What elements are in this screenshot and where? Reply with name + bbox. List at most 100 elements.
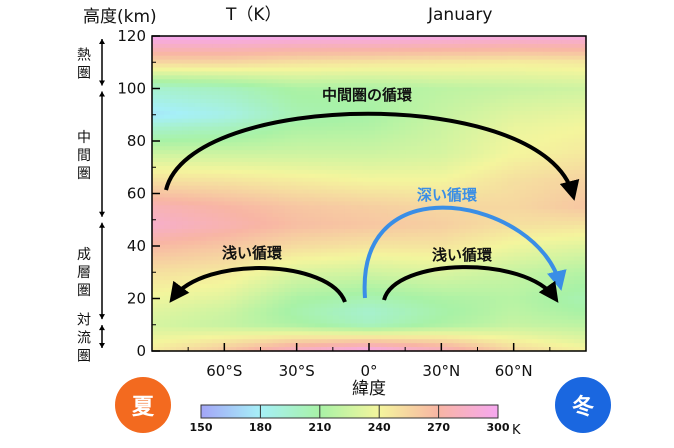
heatmap-cell [278, 221, 286, 226]
heatmap-cell [212, 315, 219, 321]
heatmap-cell [188, 244, 195, 250]
heatmap-cell [320, 264, 328, 269]
heatmap-cell [242, 47, 250, 53]
heatmap-cell [447, 75, 454, 80]
heatmap-cell [417, 248, 424, 254]
heatmap-cell [212, 197, 219, 202]
heatmap-cell [465, 173, 473, 179]
heatmap-cell [423, 327, 430, 332]
heatmap-cell [278, 252, 286, 258]
heatmap-cell [447, 307, 454, 313]
heatmap-cell [248, 185, 256, 191]
heatmap-cell [417, 91, 424, 96]
heatmap-cell [362, 83, 370, 88]
heatmap-cell [483, 248, 491, 254]
heatmap-cell [417, 130, 424, 136]
heatmap-cell [350, 288, 358, 293]
heatmap-cell [435, 228, 442, 234]
heatmap-cell [152, 71, 159, 76]
heatmap-cell [501, 154, 509, 159]
heatmap-cell [447, 63, 454, 69]
heatmap-cell [182, 79, 189, 84]
heatmap-cell [423, 126, 430, 132]
heatmap-cell [375, 240, 382, 246]
heatmap-cell [302, 236, 310, 242]
heatmap-cell [302, 303, 310, 309]
heatmap-cell [236, 323, 244, 328]
heatmap-cell [284, 126, 292, 132]
heatmap-cell [405, 181, 412, 187]
heatmap-cell [429, 75, 436, 80]
heatmap-cell [248, 63, 256, 69]
heatmap-cell [272, 303, 280, 309]
heatmap-cell [356, 205, 364, 210]
heatmap-cell [435, 280, 442, 285]
heatmap-cell [399, 335, 406, 340]
heatmap-cell [344, 343, 352, 348]
heatmap-cell [501, 339, 509, 344]
heatmap-cell [158, 177, 165, 183]
heatmap-cell [278, 39, 286, 45]
heatmap-cell [182, 221, 189, 226]
heatmap-cell [242, 173, 250, 179]
heatmap-cell [218, 228, 225, 234]
heatmap-cell [260, 83, 268, 88]
heatmap-cell [290, 197, 298, 202]
heatmap-cell [429, 315, 436, 321]
heatmap-cell [435, 295, 442, 301]
heatmap-cell [356, 307, 364, 313]
heatmap-cell [182, 146, 189, 151]
heatmap-cell [308, 189, 316, 195]
heatmap-cell [507, 209, 515, 214]
heatmap-cell [248, 197, 256, 202]
heatmap-cell [194, 102, 201, 108]
heatmap-cell [507, 154, 515, 159]
heatmap-cell [314, 91, 322, 96]
heatmap-cell [477, 91, 485, 96]
heatmap-cell [254, 205, 262, 210]
heatmap-cell [393, 173, 400, 179]
heatmap-cell [224, 280, 231, 285]
heatmap-cell [170, 165, 177, 171]
heatmap-cell [381, 142, 388, 147]
heatmap-cell [284, 59, 292, 65]
heatmap-cell [254, 154, 262, 159]
heatmap-cell [320, 221, 328, 226]
heatmap-cell [459, 213, 467, 218]
heatmap-cell [489, 319, 497, 325]
heatmap-cell [230, 173, 237, 179]
heatmap-cell [453, 276, 461, 281]
heatmap-cell [152, 126, 159, 132]
heatmap-cell [290, 185, 298, 191]
heatmap-cell [266, 36, 274, 41]
heatmap-cell [501, 335, 509, 340]
heatmap-cell [158, 225, 165, 230]
heatmap-cell [465, 114, 473, 120]
heatmap-cell [381, 154, 388, 159]
heatmap-cell [362, 244, 370, 250]
heatmap-cell [272, 63, 280, 69]
heatmap-cell [393, 201, 400, 206]
heatmap-cell [242, 288, 250, 293]
heatmap-cell [393, 272, 400, 277]
heatmap-cell [338, 264, 346, 269]
heatmap-cell [441, 213, 448, 218]
heatmap-cell [260, 130, 268, 136]
heatmap-cell [260, 225, 268, 230]
heatmap-cell [164, 311, 171, 317]
heatmap-cell [344, 244, 352, 250]
heatmap-cell [423, 291, 430, 297]
heatmap-cell [158, 248, 165, 254]
heatmap-cell [338, 162, 346, 167]
heatmap-cell [369, 189, 376, 195]
heatmap-cell [507, 173, 515, 179]
heatmap-cell [338, 284, 346, 289]
heatmap-cell [489, 106, 497, 112]
heatmap-cell [429, 158, 436, 163]
heatmap-cell [230, 106, 237, 112]
heatmap-cell [194, 221, 201, 226]
heatmap-cell [218, 248, 225, 254]
heatmap-cell [254, 91, 262, 96]
heatmap-cell [393, 150, 400, 155]
heatmap-cell [477, 150, 485, 155]
